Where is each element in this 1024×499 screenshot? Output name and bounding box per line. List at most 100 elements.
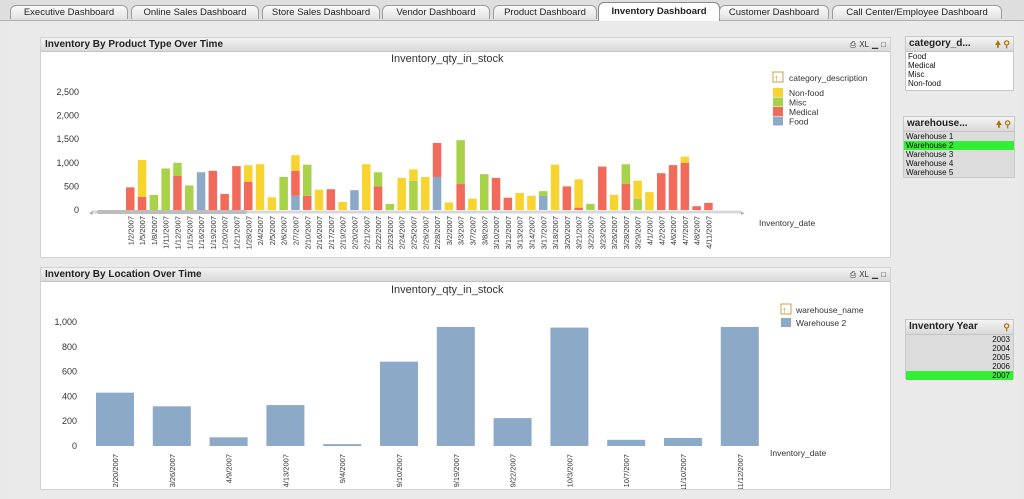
bar-segment[interactable] [244, 165, 253, 182]
bar-segment[interactable] [680, 156, 690, 163]
bar-segment[interactable] [609, 194, 619, 210]
listbox-item[interactable]: Warehouse 2 [904, 141, 1014, 150]
bar-segment[interactable] [503, 197, 513, 210]
bar-segment[interactable] [373, 172, 383, 187]
bar[interactable] [96, 392, 134, 446]
tab-customer-dashboard[interactable]: Customer Dashboard [719, 5, 829, 19]
bar-segment[interactable] [196, 172, 206, 210]
maximize-icon[interactable]: □ [881, 40, 886, 49]
listbox-item[interactable]: 2007 [906, 371, 1013, 380]
bar-segment[interactable] [338, 201, 347, 210]
bar-segment[interactable] [456, 184, 465, 210]
bar-segment[interactable] [303, 164, 312, 196]
listbox-item[interactable]: Misc [908, 70, 925, 79]
bar[interactable] [380, 361, 418, 446]
sort-toggle-icon[interactable] [772, 71, 784, 83]
bar-segment[interactable] [657, 173, 666, 210]
tab-executive-dashboard[interactable]: Executive Dashboard [10, 5, 128, 19]
bar-segment[interactable] [621, 184, 631, 210]
tab-online-sales-dashboard[interactable]: Online Sales Dashboard [131, 5, 259, 19]
bar-segment[interactable] [586, 203, 595, 210]
bar-segment[interactable] [645, 192, 654, 210]
bar-segment[interactable] [539, 191, 548, 196]
bar-segment[interactable] [350, 190, 359, 210]
bar-segment[interactable] [385, 203, 395, 210]
tab-call-center-employee-dashboard[interactable]: Call Center/Employee Dashboard [832, 5, 1002, 19]
bar[interactable] [664, 437, 702, 446]
bar-segment[interactable] [421, 176, 430, 210]
listbox-item[interactable]: Warehouse 4 [904, 159, 1014, 168]
bar-segment[interactable] [409, 169, 418, 181]
bar-segment[interactable] [527, 195, 536, 210]
sort-toggle-icon[interactable] [780, 303, 792, 315]
bar-segment[interactable] [373, 186, 383, 210]
bar-segment[interactable] [480, 174, 489, 210]
bar-segment[interactable] [680, 162, 690, 210]
listbox-item[interactable]: 2005 [906, 353, 1013, 362]
print-icon[interactable]: ⎙ [849, 40, 857, 49]
bar[interactable] [607, 439, 646, 446]
bar[interactable] [152, 406, 191, 446]
search-icon[interactable]: ⚲ [1003, 322, 1010, 332]
minimize-icon[interactable]: ▁ [872, 270, 879, 279]
bar-segment[interactable] [126, 187, 135, 210]
clear-selection-icon[interactable]: 🠝 [996, 119, 1002, 129]
listbox-item[interactable]: 2006 [906, 362, 1013, 371]
bar-segment[interactable] [279, 176, 288, 210]
listbox-item[interactable]: 2003 [906, 335, 1013, 344]
tab-product-dashboard[interactable]: Product Dashboard [493, 5, 597, 19]
listbox-item[interactable]: Warehouse 5 [904, 168, 1014, 177]
listbox-item[interactable]: Food [908, 52, 927, 61]
search-icon[interactable]: ⚲ [1003, 39, 1010, 49]
listbox-item[interactable]: Medical [908, 61, 936, 70]
bar-segment[interactable] [232, 166, 241, 210]
bar-segment[interactable] [668, 165, 678, 210]
bar-segment[interactable] [621, 164, 631, 185]
bar-segment[interactable] [397, 177, 406, 210]
bar-segment[interactable] [574, 207, 583, 210]
bar-segment[interactable] [303, 195, 312, 210]
bar[interactable] [209, 437, 248, 446]
bar-segment[interactable] [149, 194, 159, 210]
bar-segment[interactable] [539, 195, 548, 210]
bar-segment[interactable] [137, 196, 147, 210]
print-icon[interactable]: ⎙ [849, 270, 857, 279]
chart-scrollbar-thumb[interactable] [97, 210, 247, 214]
search-icon[interactable]: ⚲ [1004, 119, 1011, 129]
bar-segment[interactable] [550, 164, 560, 210]
tab-store-sales-dashboard[interactable]: Store Sales Dashboard [262, 5, 380, 19]
bar-segment[interactable] [491, 177, 501, 210]
bar[interactable] [720, 326, 759, 446]
scroll-left-icon[interactable]: ◂ [89, 210, 93, 217]
bar-segment[interactable] [255, 164, 265, 210]
tab-vendor-dashboard[interactable]: Vendor Dashboard [382, 5, 490, 19]
bar-segment[interactable] [444, 202, 454, 210]
bar-segment[interactable] [515, 193, 524, 210]
bar-segment[interactable] [161, 168, 170, 210]
bar[interactable] [266, 405, 305, 446]
bar-segment[interactable] [208, 170, 218, 210]
minimize-icon[interactable]: ▁ [872, 40, 879, 49]
bar-segment[interactable] [409, 180, 418, 210]
bar-segment[interactable] [173, 176, 182, 210]
bar-segment[interactable] [314, 189, 324, 210]
bar-segment[interactable] [704, 202, 713, 210]
bar-segment[interactable] [633, 180, 642, 199]
bar-segment[interactable] [291, 195, 300, 210]
bar-segment[interactable] [432, 142, 442, 177]
bar-segment[interactable] [574, 179, 583, 208]
bar-segment[interactable] [456, 140, 465, 185]
bar-segment[interactable] [244, 181, 253, 210]
listbox-item[interactable]: Warehouse 3 [904, 150, 1014, 159]
bar-segment[interactable] [598, 166, 607, 210]
clear-selection-icon[interactable]: 🠝 [995, 39, 1001, 49]
send-to-excel-icon[interactable]: XL [859, 40, 869, 49]
listbox-item[interactable]: 2004 [906, 344, 1013, 353]
listbox-item[interactable]: Warehouse 1 [904, 132, 1014, 141]
bar-segment[interactable] [137, 159, 147, 197]
bar-segment[interactable] [291, 155, 300, 171]
bar-segment[interactable] [432, 176, 442, 210]
bar-segment[interactable] [326, 189, 336, 210]
bar-segment[interactable] [468, 198, 477, 210]
bar[interactable] [323, 444, 362, 446]
